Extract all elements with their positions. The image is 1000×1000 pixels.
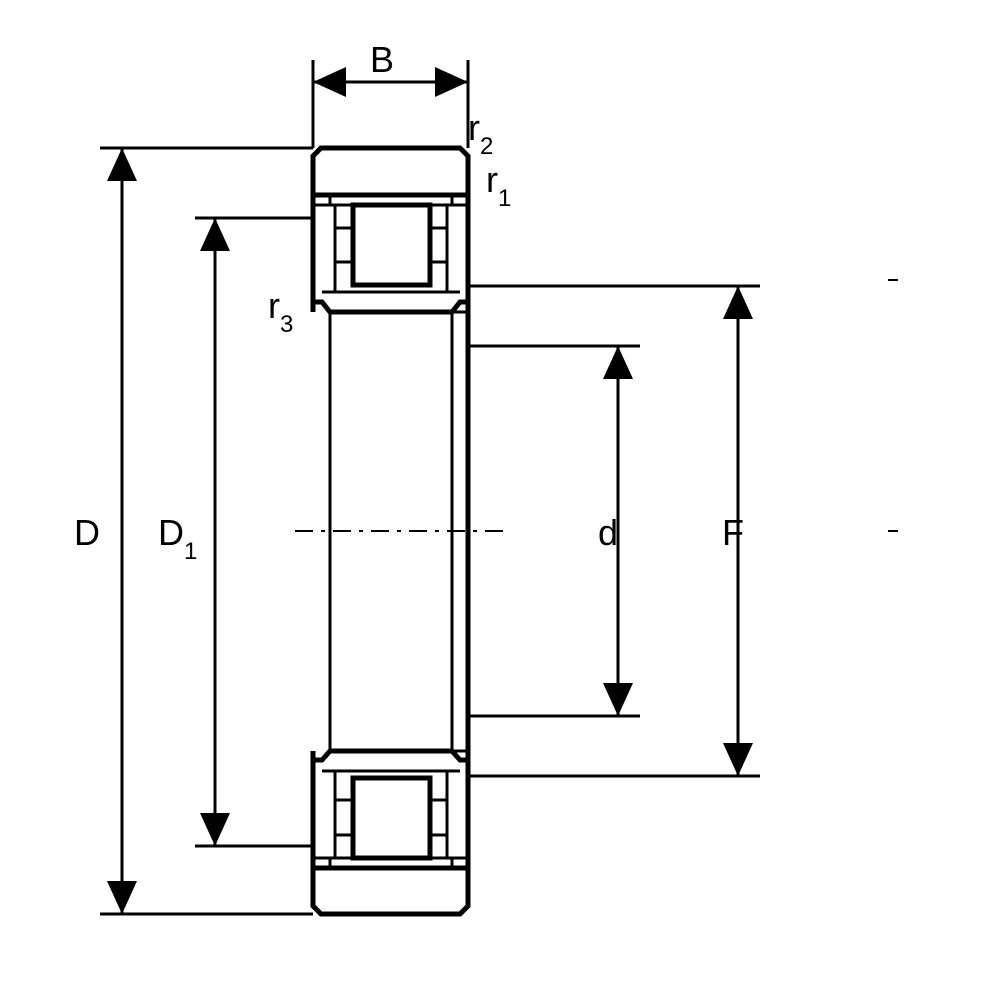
label-r3: r [268, 285, 280, 326]
label-F: F [722, 512, 744, 553]
dimensions: B r2 r1 r3 D [74, 39, 898, 914]
dim-r1: r1 [486, 159, 511, 212]
label-D1: D [158, 512, 184, 553]
dim-r2: r2 [468, 107, 493, 160]
roller-assembly-bottom [313, 751, 468, 868]
dim-r3: r3 [268, 285, 293, 338]
label-d: d [598, 512, 618, 553]
dim-D: D [74, 148, 313, 914]
bearing-body [295, 148, 505, 914]
svg-text:D1: D1 [158, 512, 197, 565]
svg-text:r3: r3 [268, 285, 293, 338]
label-D: D [74, 512, 100, 553]
bearing-diagram: B r2 r1 r3 D [0, 0, 1000, 1000]
roller-assembly-top [313, 195, 468, 312]
label-B: B [370, 39, 394, 80]
svg-text:r1: r1 [486, 159, 511, 212]
svg-text:r2: r2 [468, 107, 493, 160]
dim-B: B [313, 39, 468, 148]
label-r2: r [468, 107, 480, 148]
label-r1: r [486, 159, 498, 200]
